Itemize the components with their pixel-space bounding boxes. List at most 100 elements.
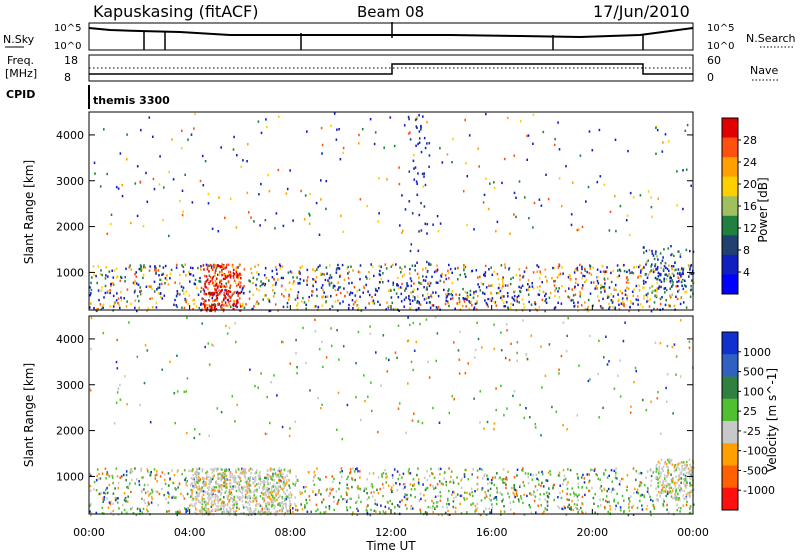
data-cell	[422, 268, 424, 271]
data-cell	[283, 490, 285, 494]
data-cell	[585, 511, 587, 514]
data-cell	[97, 289, 100, 292]
data-cell	[629, 191, 632, 195]
data-cell	[647, 190, 650, 193]
data-cell	[521, 468, 523, 472]
data-cell	[217, 230, 220, 233]
data-cell	[296, 372, 298, 375]
data-cell	[675, 475, 677, 478]
data-cell	[146, 508, 148, 511]
data-cell	[493, 300, 496, 303]
data-cell	[346, 493, 348, 497]
data-cell	[335, 293, 338, 297]
data-cell	[454, 307, 456, 310]
data-cell	[220, 410, 223, 414]
data-cell	[447, 301, 449, 305]
y-tick-label: 4000	[56, 333, 84, 346]
data-cell	[217, 476, 219, 479]
data-cell	[257, 474, 260, 477]
data-cell	[178, 509, 181, 512]
data-cell	[529, 506, 531, 509]
data-cell	[579, 263, 581, 267]
data-cell	[302, 486, 305, 489]
data-cell	[202, 478, 204, 481]
data-cell	[379, 487, 381, 491]
data-cell	[514, 290, 516, 293]
data-cell	[595, 473, 597, 476]
data-cell	[208, 509, 211, 513]
data-cell	[581, 277, 583, 280]
data-cell	[224, 277, 226, 280]
data-cell	[289, 288, 292, 291]
data-cell	[451, 290, 454, 293]
data-cell	[369, 513, 372, 517]
data-cell	[211, 307, 214, 310]
data-cell	[375, 351, 377, 354]
data-cell	[252, 496, 254, 500]
data-cell	[500, 510, 502, 513]
data-cell	[214, 288, 216, 291]
data-cell	[229, 284, 232, 287]
data-cell	[519, 484, 522, 487]
data-cell	[562, 482, 564, 486]
data-cell	[463, 498, 466, 501]
data-cell	[130, 221, 132, 225]
data-cell	[665, 462, 668, 466]
data-cell	[197, 493, 199, 496]
data-cell	[137, 283, 140, 286]
data-cell	[276, 481, 278, 485]
data-cell	[370, 484, 372, 487]
data-cell	[659, 491, 661, 494]
data-cell	[382, 334, 385, 337]
data-cell	[240, 165, 243, 168]
data-cell	[415, 340, 418, 344]
data-cell	[425, 297, 428, 300]
data-cell	[599, 498, 601, 501]
data-cell	[449, 480, 452, 484]
data-cell	[660, 285, 662, 289]
data-cell	[511, 486, 513, 490]
data-cell	[125, 473, 128, 477]
data-cell	[679, 461, 681, 465]
data-cell	[617, 501, 619, 505]
data-cell	[213, 486, 216, 489]
data-cell	[489, 297, 491, 301]
data-cell	[539, 493, 541, 496]
data-cell	[682, 473, 685, 476]
data-cell	[210, 291, 213, 295]
data-cell	[257, 386, 259, 389]
data-cell	[628, 506, 630, 509]
data-cell	[491, 297, 494, 300]
data-cell	[194, 282, 196, 286]
data-cell	[610, 280, 613, 284]
data-cell	[226, 504, 229, 507]
data-cell	[448, 304, 450, 308]
data-cell	[242, 504, 244, 507]
data-cell	[268, 496, 271, 499]
data-cell	[529, 492, 531, 495]
data-cell	[459, 494, 462, 497]
data-cell	[449, 267, 452, 271]
data-cell	[564, 289, 567, 293]
data-cell	[614, 508, 617, 511]
data-cell	[250, 216, 252, 219]
data-cell	[216, 407, 219, 410]
data-cell	[176, 354, 178, 357]
data-cell	[661, 484, 663, 487]
data-cell	[197, 476, 200, 479]
data-cell	[422, 483, 424, 486]
data-cell	[180, 285, 183, 288]
data-cell	[557, 496, 559, 499]
data-cell	[617, 293, 619, 296]
data-cell	[209, 292, 212, 296]
data-cell	[423, 494, 425, 497]
data-cell	[401, 194, 403, 197]
data-cell	[466, 175, 469, 178]
y-tick-label: 3000	[56, 175, 84, 188]
data-cell	[597, 372, 599, 376]
data-cell	[663, 474, 666, 477]
data-cell	[358, 133, 360, 137]
data-cell	[609, 210, 612, 213]
data-cell	[501, 280, 504, 283]
data-cell	[495, 304, 498, 307]
